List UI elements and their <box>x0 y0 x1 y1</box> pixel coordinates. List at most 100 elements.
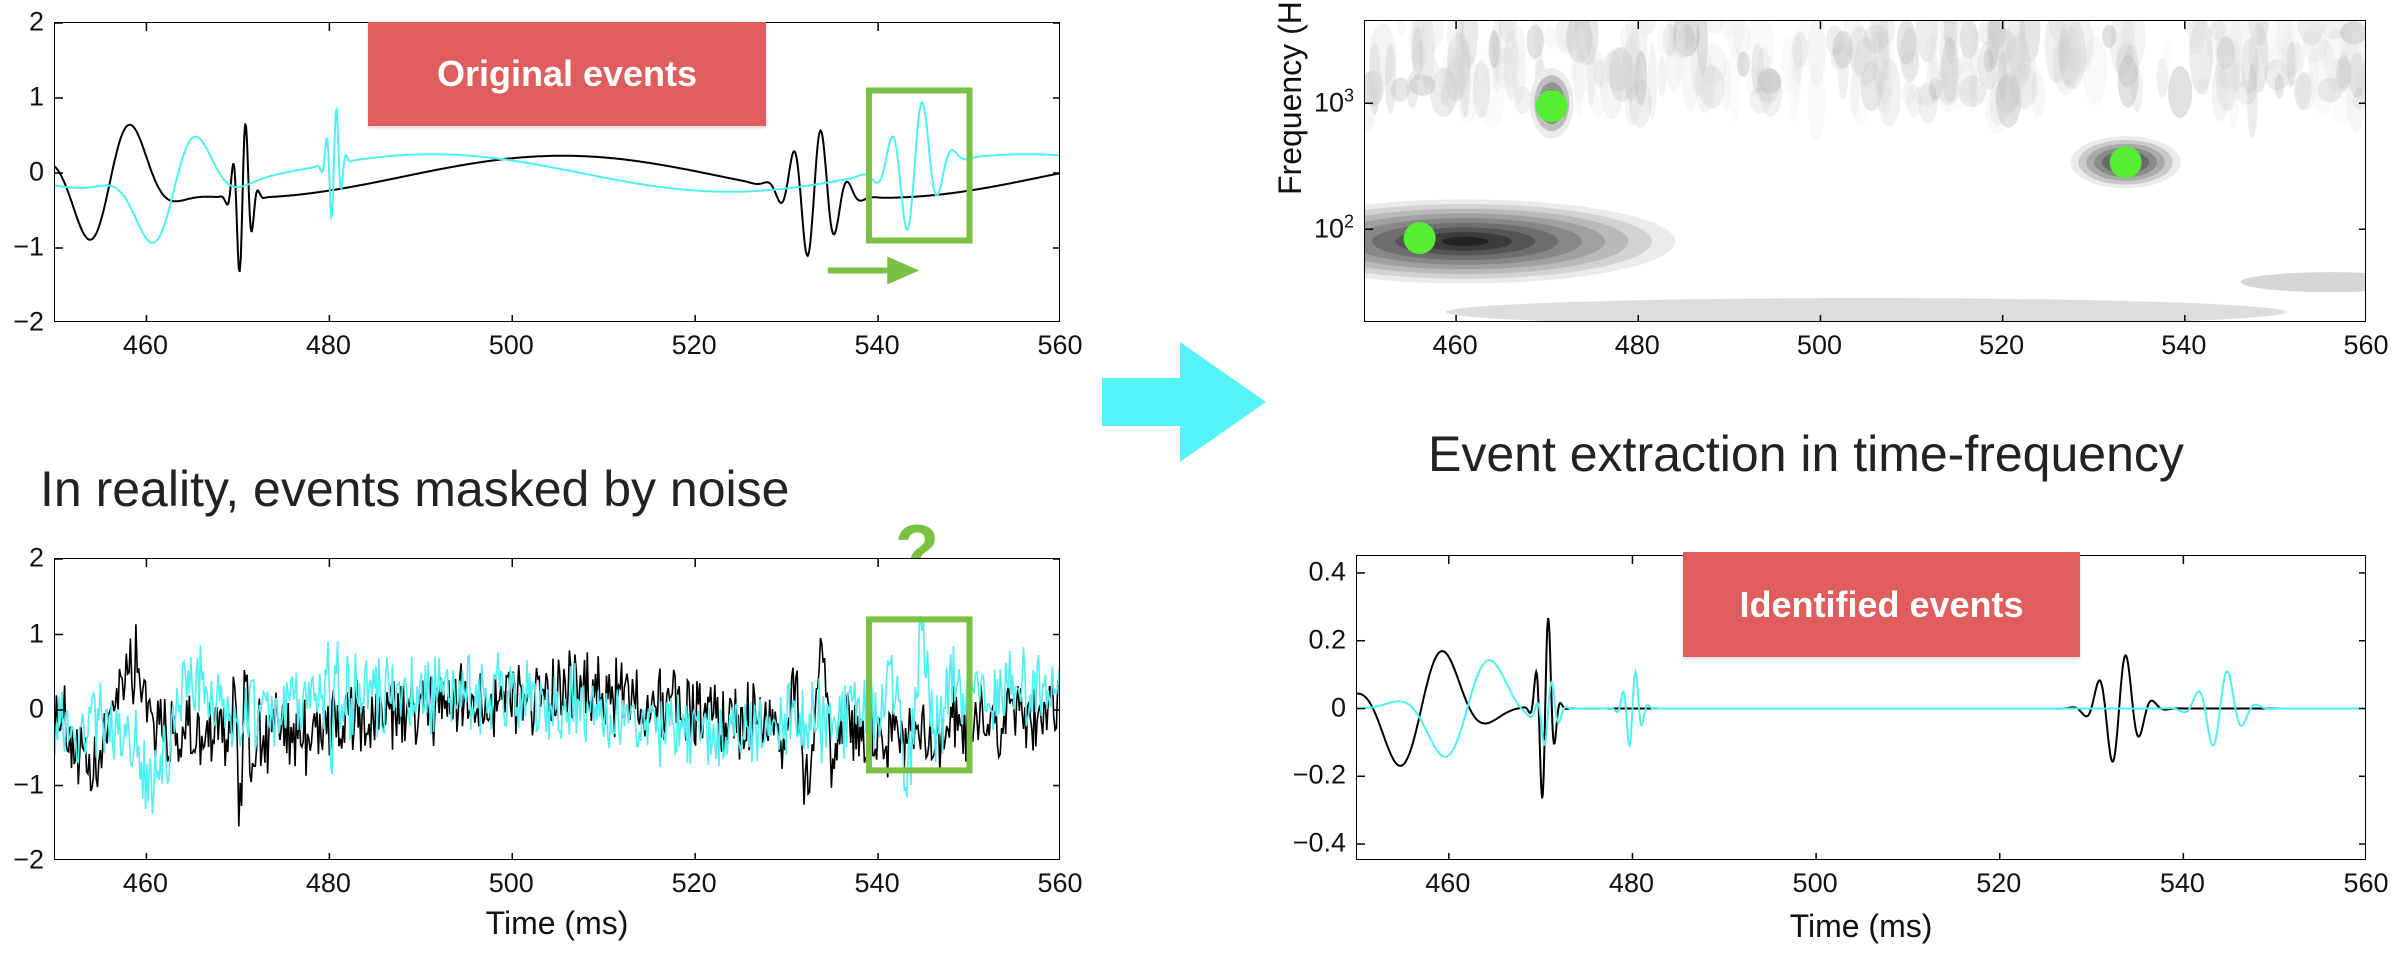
tf-noise-blob <box>2048 21 2065 41</box>
tf-noise-blob <box>2294 72 2312 110</box>
tf-noise-blob <box>1455 51 1479 124</box>
tf-noise-blob <box>2229 21 2258 69</box>
tf-noise-blob <box>1365 71 1378 132</box>
tf-noise-blob <box>2270 40 2283 68</box>
tf-noise-blob <box>1928 78 1943 100</box>
tf-noise-blob <box>1745 68 1766 98</box>
tf-noise-blob <box>1850 50 1871 127</box>
shift-arrow-head <box>887 256 920 285</box>
tf-noise-blob <box>1499 44 1526 67</box>
tf-noise-blob <box>1849 72 1860 118</box>
tf-noise-blob <box>1939 30 1951 95</box>
tf-noise-blob <box>2281 32 2298 89</box>
tf-noise-blob <box>1791 26 1803 104</box>
tf-noise-blob <box>1969 73 1978 108</box>
tf-noise-blob <box>1901 81 1915 106</box>
tf-noise-blob <box>1736 51 1750 78</box>
tf-noise-blob <box>2241 37 2259 95</box>
tf-noise-blob <box>2102 24 2117 48</box>
tf-noise-blob <box>1853 37 1879 86</box>
tf-noise-blob <box>2058 25 2082 86</box>
tf-noise-blob <box>1411 21 1427 77</box>
tf-noise-blob <box>2346 21 2360 74</box>
identified-ytick-label: 0.4 <box>1308 556 1346 587</box>
tf-noise-blob <box>2198 75 2210 97</box>
tf-ytick-base: 10 <box>1313 87 1344 118</box>
tf-noise-blob <box>2340 21 2365 45</box>
tf-noise-blob <box>2297 21 2325 46</box>
tf-noise-blob <box>2317 39 2333 67</box>
time-frequency-svg <box>1365 21 2365 321</box>
tf-noise-blob <box>1832 30 1853 69</box>
tf-noise-blob <box>2348 52 2365 98</box>
tf-noise-blob <box>1987 21 2000 70</box>
tf-noise-blob <box>2276 21 2293 73</box>
tf-noise-blob <box>1438 65 1462 106</box>
tf-noise-blob <box>2053 37 2074 93</box>
tf-noise-blob <box>2003 42 2026 95</box>
tf-noise-blob <box>1647 43 1657 120</box>
time-frequency-plot <box>1364 20 2366 322</box>
tf-noise-blob <box>1936 64 1959 113</box>
tf-noise-blob <box>2124 45 2134 67</box>
tf-noise-blob <box>1900 28 1919 84</box>
tf-noise-blob <box>1751 43 1764 94</box>
tf-noise-blob <box>1571 27 1588 101</box>
tf-xtick-label: 520 <box>1979 330 2025 360</box>
tf-noise-blob <box>1992 28 2017 64</box>
tf-noise-blob <box>1733 21 1750 57</box>
noisy-ytick-label: 0 <box>28 693 44 724</box>
tf-noise-blob <box>1869 21 1896 48</box>
tf-noise-blob <box>1938 75 1958 106</box>
noisy-series-cyan <box>55 615 1059 814</box>
tf-noise-blob <box>2215 21 2242 85</box>
tf-noise-blob <box>1545 25 1556 50</box>
tf-noise-blob <box>1459 21 1478 69</box>
tf-noise-blob <box>1368 42 1381 115</box>
tf-noise-blob <box>1807 64 1826 142</box>
tf-noise-blob <box>1668 38 1692 60</box>
tf-detected-event-dot <box>1535 90 1568 123</box>
tf-noise-blob <box>2131 67 2143 113</box>
tf-noise-blob <box>1881 48 1892 120</box>
tf-ytick-label: 102 <box>1274 212 1354 245</box>
tf-noise-blob <box>1668 21 1696 58</box>
noisy-xtick-label: 520 <box>671 868 717 898</box>
noisy-ytick-label: 2 <box>28 542 44 573</box>
identified-xtick-label: 480 <box>1608 868 1654 898</box>
tf-noise-blob <box>1488 30 1500 69</box>
tf-noise-blob <box>1843 21 1862 61</box>
tf-noise-blob <box>1941 37 1959 103</box>
tf-noise-blob <box>1916 21 1938 63</box>
original-series-black <box>55 123 1059 273</box>
tf-noise-blob <box>1592 50 1605 83</box>
tf-noise-blob <box>1408 21 1421 67</box>
tf-noise-blob <box>1624 80 1640 126</box>
tf-noise-blob <box>1874 44 1888 112</box>
tf-noise-blob <box>1799 21 1811 56</box>
noisy-xtick-label: 540 <box>854 868 900 898</box>
tf-xtick-label: 500 <box>1796 330 1842 360</box>
noisy-xlabel: Time (ms) <box>485 905 629 941</box>
tf-lowfreq-band <box>2240 272 2365 293</box>
tf-noise-blob <box>1493 48 1517 90</box>
tf-noise-blob <box>1409 74 1436 96</box>
tf-noise-blob <box>1704 21 1724 34</box>
tf-noise-blob <box>2031 71 2046 118</box>
tf-noise-blob <box>1556 21 1580 51</box>
tf-noise-blob <box>2203 42 2226 87</box>
tf-noise-blob <box>1662 23 1677 56</box>
identified-ytick-label: 0 <box>1330 692 1346 722</box>
tf-noise-blob <box>1532 29 1546 50</box>
tf-noise-blob <box>2302 24 2329 63</box>
tf-noise-blob <box>2019 21 2041 64</box>
tf-noise-blob <box>1678 24 1695 51</box>
tf-noise-blob <box>1474 40 1500 91</box>
original-ytick-label: −1 <box>13 231 44 262</box>
tf-noise-blob <box>1759 68 1783 117</box>
tf-noise-blob <box>1929 23 1938 104</box>
tf-noise-blob <box>1430 67 1458 118</box>
tf-noise-blob <box>2187 21 2206 55</box>
tf-noise-blob <box>2120 40 2134 81</box>
tf-noise-blob <box>1511 25 1527 105</box>
